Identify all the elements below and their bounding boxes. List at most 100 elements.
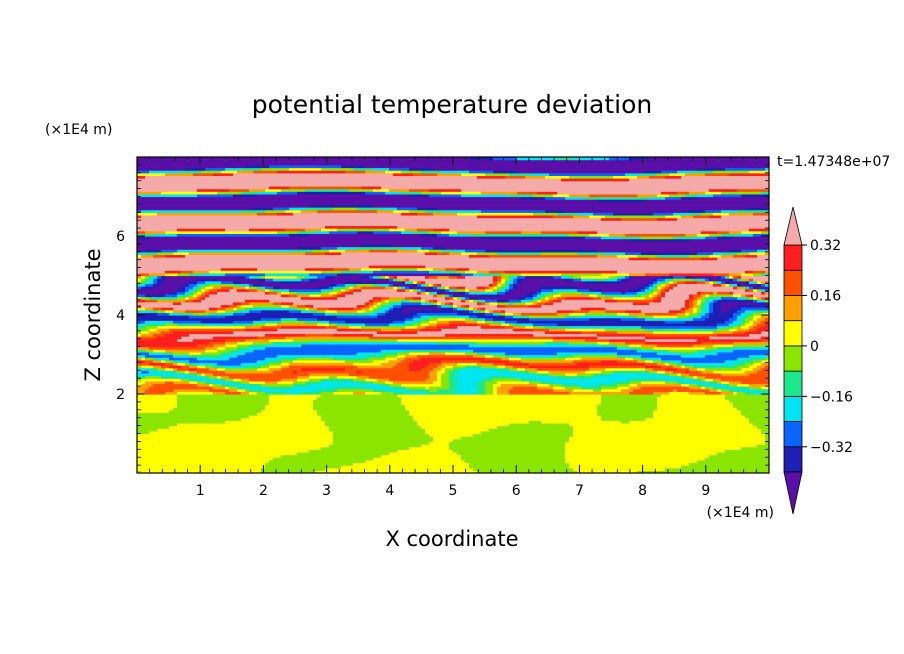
contour-cell: [269, 396, 318, 400]
contour-cell: [273, 341, 310, 345]
contour-cell: [761, 338, 769, 342]
contour-cell: [509, 299, 522, 303]
contour-cell: [269, 365, 282, 369]
contour-cell: [409, 388, 430, 392]
contour-cell: [705, 375, 769, 379]
contour-cell: [481, 301, 486, 306]
contour-cell: [705, 278, 710, 282]
contour-cell: [681, 465, 769, 469]
contour-cell: [373, 359, 390, 363]
contour-cell: [593, 212, 614, 216]
contour-cell: [137, 370, 142, 374]
contour-cell: [493, 288, 498, 292]
contour-cell: [277, 328, 338, 332]
contour-cell: [677, 380, 686, 385]
contour-cell: [565, 196, 586, 200]
contour-cell: [705, 299, 710, 303]
contour-cell: [677, 217, 769, 221]
contour-cell: [657, 217, 678, 221]
contour-cell: [745, 309, 754, 313]
contour-cell: [557, 309, 574, 313]
contour-cell: [241, 362, 262, 366]
contour-cell: [253, 349, 382, 353]
contour-cell: [361, 243, 394, 248]
contour-cell: [733, 349, 769, 353]
contour-cell: [249, 309, 262, 313]
contour-cell: [389, 383, 402, 387]
contour-cell: [533, 212, 558, 216]
contour-cell: [701, 386, 706, 390]
contour-cell: [197, 343, 214, 348]
contour-cell: [505, 351, 558, 356]
contour-cell: [725, 320, 734, 324]
contour-cell: [225, 228, 250, 232]
contour-cell: [217, 349, 230, 353]
contour-cell: [729, 275, 734, 279]
contour-cell: [265, 286, 274, 290]
contour-cell: [233, 283, 242, 287]
contour-cell: [617, 354, 630, 358]
contour-cell: [137, 288, 178, 292]
contour-cell: [721, 233, 738, 237]
contour-cell: [221, 383, 230, 387]
contour-cell: [213, 365, 226, 369]
contour-cell: [509, 322, 514, 327]
contour-cell: [257, 278, 266, 282]
contour-cell: [177, 233, 290, 237]
contour-cell: [289, 365, 358, 369]
contour-cell: [365, 322, 390, 327]
contour-cell: [697, 280, 706, 284]
contour-cell: [405, 322, 414, 327]
x-tick-label: 2: [259, 483, 268, 499]
contour-cell: [257, 367, 270, 371]
contour-cell: [601, 296, 614, 300]
contour-cell: [201, 170, 222, 174]
contour-cell: [697, 459, 769, 464]
contour-cell: [657, 291, 662, 295]
contour-cell: [581, 357, 626, 361]
contour-cell: [209, 388, 230, 392]
contour-cell: [713, 301, 722, 306]
contour-cell: [401, 359, 414, 363]
contour-cell: [373, 309, 378, 313]
contour-cell: [273, 301, 282, 306]
contour-cell: [457, 293, 482, 298]
contour-cell: [709, 315, 734, 319]
contour-cell: [453, 301, 478, 306]
contour-cell: [537, 383, 550, 387]
contour-cell: [417, 354, 474, 358]
contour-cell: [437, 370, 446, 374]
contour-cell: [305, 228, 322, 232]
contour-cell: [653, 315, 678, 319]
contour-cell: [477, 309, 482, 313]
contour-cell: [277, 354, 366, 358]
contour-cell: [337, 328, 362, 332]
contour-cell: [205, 380, 214, 385]
contour-cell: [609, 372, 662, 377]
contour-cell: [429, 291, 434, 295]
contour-cell: [737, 188, 769, 192]
contour-cell: [733, 312, 742, 316]
contour-cell: [701, 212, 714, 216]
contour-cell: [369, 275, 374, 279]
y-tick-label: 2: [116, 387, 125, 403]
contour-cell: [461, 188, 710, 192]
contour-cell: [765, 433, 769, 437]
contour-cell: [745, 293, 750, 298]
contour-cell: [521, 299, 530, 303]
contour-cell: [365, 164, 769, 169]
contour-cell: [501, 275, 506, 279]
contour-cell: [281, 325, 326, 329]
contour-cell: [229, 288, 238, 292]
contour-cell: [569, 436, 766, 440]
contour-cell: [245, 312, 314, 316]
contour-cell: [233, 193, 258, 198]
contour-cell: [469, 299, 474, 303]
contour-cell: [177, 288, 186, 292]
contour-cell: [493, 354, 506, 358]
contour-cell: [629, 391, 654, 395]
contour-cell: [333, 286, 338, 290]
contour-cell: [197, 286, 202, 290]
contour-cell: [589, 193, 638, 198]
contour-cell: [141, 330, 150, 335]
